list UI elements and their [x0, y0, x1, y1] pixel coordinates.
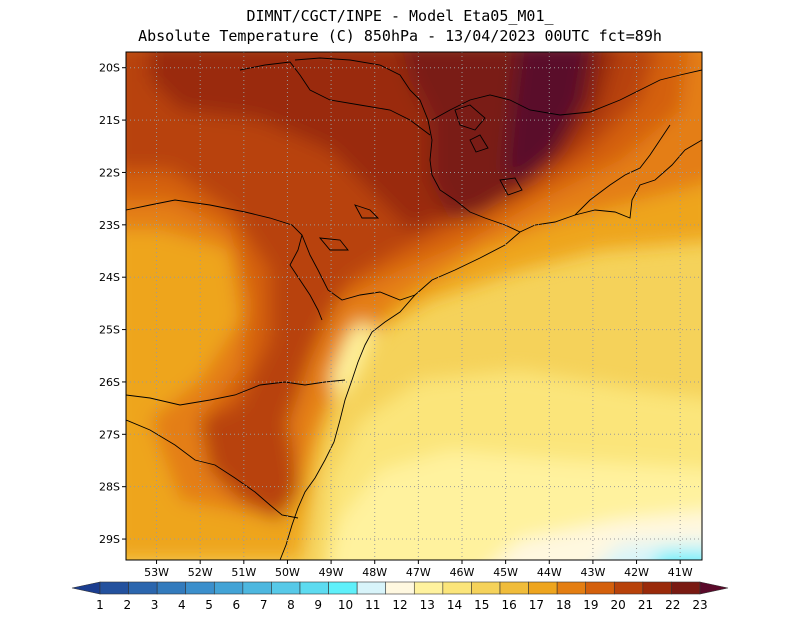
- lon-label: 44W: [537, 566, 562, 579]
- lat-label: 22S: [99, 166, 120, 179]
- lon-label: 52W: [188, 566, 213, 579]
- lon-label: 41W: [668, 566, 693, 579]
- colorbar-high-arrow: [699, 581, 729, 595]
- lat-label: 21S: [99, 114, 120, 127]
- lon-label: 45W: [493, 566, 518, 579]
- colorbar-low-arrow: [71, 581, 101, 595]
- colorbar-label: 16: [501, 598, 516, 612]
- state-border-rs-arg: [126, 419, 299, 519]
- colorbar-swatch: [128, 581, 158, 595]
- colorbar-label: 18: [556, 598, 571, 612]
- lat-label: 23S: [99, 219, 120, 232]
- colorbar-swatch: [356, 581, 387, 595]
- lat-label: 27S: [99, 428, 120, 441]
- lon-label: 43W: [580, 566, 605, 579]
- lat-label: 25S: [99, 324, 120, 337]
- latitude-labels: 20S 21S 22S 23S 24S 25S 26S 27S 28S 29S: [99, 62, 120, 546]
- lon-label: 46W: [450, 566, 475, 579]
- colorbar-swatch: [271, 581, 301, 595]
- lat-label: 20S: [99, 62, 120, 75]
- colorbar-label: 14: [447, 598, 462, 612]
- colorbar-swatch: [99, 581, 129, 595]
- lat-label: 29S: [99, 533, 120, 546]
- colorbar-label: 22: [665, 598, 680, 612]
- colorbar-label: 10: [338, 598, 353, 612]
- colorbar-swatch: [328, 581, 358, 595]
- colorbar-swatch: [413, 581, 444, 595]
- lake-shapes: [318, 104, 523, 251]
- state-border-mg-rj: [431, 69, 702, 121]
- colorbar-label: 21: [638, 598, 653, 612]
- lon-label: 42W: [624, 566, 649, 579]
- colorbar-label: 11: [365, 598, 380, 612]
- colorbar-label: 7: [260, 598, 268, 612]
- colorbar-label: 9: [314, 598, 322, 612]
- colorbar-swatch: [471, 581, 501, 595]
- colorbar-label: 2: [123, 598, 131, 612]
- colorbar-swatch: [499, 581, 529, 595]
- lon-label: 47W: [406, 566, 431, 579]
- colorbar-swatch: [242, 581, 272, 595]
- colorbar-swatch: [213, 581, 244, 595]
- colorbar-swatch: [185, 581, 215, 595]
- lon-label: 53W: [144, 566, 169, 579]
- lat-label: 24S: [99, 271, 120, 284]
- state-border-sc: [126, 379, 346, 406]
- colorbar-swatch: [642, 581, 672, 595]
- graticule: [126, 52, 702, 560]
- river-parana: [289, 234, 323, 321]
- coastline: [279, 139, 702, 560]
- lat-label: 26S: [99, 376, 120, 389]
- lat-label: 28S: [99, 481, 120, 494]
- colorbar-label: 3: [151, 598, 159, 612]
- colorbar-label: 17: [529, 598, 544, 612]
- colorbar-label: 12: [392, 598, 407, 612]
- colorbar-label: 4: [178, 598, 186, 612]
- axis-ticks: [122, 67, 681, 564]
- lon-label: 48W: [362, 566, 387, 579]
- lon-label: 49W: [319, 566, 344, 579]
- lon-label: 50W: [275, 566, 300, 579]
- colorbar-swatch: [442, 581, 472, 595]
- colorbar-swatch: [156, 581, 187, 595]
- map-frame: [125, 51, 703, 561]
- lon-label: 51W: [231, 566, 256, 579]
- river-interior: [239, 61, 431, 136]
- title-line-1: DIMNT/CGCT/INPE - Model Eta05_M01_: [246, 7, 554, 25]
- colorbar-swatch: [528, 581, 558, 595]
- boundaries: [126, 57, 702, 560]
- colorbar-swatch: [556, 581, 587, 595]
- colorbar-label: 6: [233, 598, 241, 612]
- colorbar-swatch: [585, 581, 615, 595]
- colorbar-label: 15: [474, 598, 489, 612]
- colorbar-swatch: [671, 581, 701, 595]
- colorbar-label: 23: [692, 598, 707, 612]
- colorbar-label: 8: [287, 598, 295, 612]
- colorbar-label: 5: [205, 598, 213, 612]
- colorbar-swatch: [613, 581, 644, 595]
- longitude-labels: 53W 52W 51W 50W 49W 48W 47W 46W 45W 44W 43W 42W 41W: [144, 566, 693, 579]
- state-border-pr: [126, 199, 416, 301]
- state-border-sp: [294, 57, 521, 233]
- colorbar-label: 13: [420, 598, 435, 612]
- title-line-2: Absolute Temperature (C) 850hPa - 13/04/…: [138, 27, 662, 45]
- colorbar-swatch: [385, 581, 415, 595]
- state-border-rj: [574, 124, 671, 216]
- colorbar-label: 1: [96, 598, 104, 612]
- colorbar-label: 19: [583, 598, 598, 612]
- colorbar-label: 20: [611, 598, 626, 612]
- colorbar-swatch: [299, 581, 329, 595]
